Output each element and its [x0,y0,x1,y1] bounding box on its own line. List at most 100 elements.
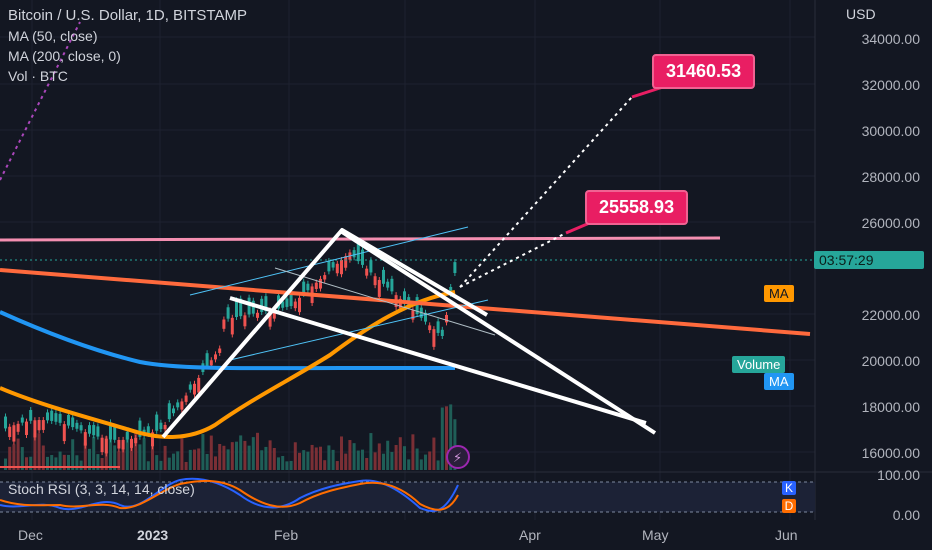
price-tick-label: 20000.00 [861,353,920,369]
channel-line-lower [229,299,489,361]
volume-bar [382,453,385,470]
volume-bar [29,456,33,470]
volume-bar [264,446,268,470]
volume-bar [235,441,238,470]
volume-bar [88,448,91,470]
volume-bar [188,449,192,470]
volume-bar [222,445,226,470]
volume-bar [323,460,327,470]
volume-bar [453,419,457,470]
volume-bar [25,457,28,470]
projection-high [459,96,633,288]
volume-bar [67,454,70,470]
volume-bar [16,438,20,470]
volume-bar [281,455,285,470]
volume-bar [285,461,289,470]
stoch-d-badge: D [782,499,796,513]
volume-bar [411,434,415,470]
volume-bar [193,449,196,470]
time-tick-label: Feb [274,527,299,543]
volume-bar [155,455,159,470]
volume-bar [167,457,171,470]
time-tick-label: Jun [775,527,798,543]
volume-bar [4,458,7,470]
target-high-label[interactable]: 31460.53 [652,54,756,89]
volume-bar [71,439,75,470]
volume-bar [8,446,12,470]
volume-bar [172,453,175,470]
volume-bar [58,451,62,470]
volume-bar [180,438,184,470]
volume-legend[interactable]: Vol · BTC [8,68,68,84]
volume-bar [373,452,377,470]
volume-bar [398,437,402,470]
resistance-line [0,268,811,336]
price-tick-label: 22000.00 [861,307,920,323]
countdown-tag: 03:57:29 [814,251,924,269]
volume-bar [226,449,230,470]
wedge-lower-line [229,296,647,425]
volume-bar [75,455,79,470]
volume-bar [377,443,381,470]
volume-bar [302,450,306,470]
volume-bar [365,457,369,470]
volume-bar [117,451,121,470]
chart-legend: Bitcoin / U.S. Dollar, 1D, BITSTAMP MA (… [8,6,247,86]
volume-bar [205,453,209,470]
volume-bar [403,446,406,470]
volume-bar [33,432,37,470]
flash-icon[interactable] [446,445,470,469]
volume-bar [386,440,390,470]
volume-bar [214,456,217,470]
volume-bar [142,438,146,470]
volume-bar [340,436,343,470]
volume-bar [331,449,335,470]
volume-bar [20,447,24,470]
price-tick-label: 32000.00 [861,77,920,93]
volume-bar [424,454,427,470]
price-tick-label: 16000.00 [861,445,920,461]
volume-bar [46,456,49,470]
volume-bar [272,447,276,470]
ma-price-tag: MA [764,285,794,302]
flash-icon-glyph: ⚡ [453,451,462,466]
volume-bar [432,437,436,470]
volume-bar [109,436,112,470]
wedge-inner-line [274,267,496,336]
price-tick-label: 18000.00 [861,399,920,415]
volume-bar [125,433,129,470]
volume-bar [83,442,87,470]
volume-bar [319,446,322,470]
volume-bar [352,443,356,470]
price-tick-label: 28000.00 [861,169,920,185]
volume-bar [163,445,167,470]
volume-bar [176,451,180,470]
volume-bar [121,441,125,470]
volume-bar [92,436,96,470]
volume-bar [159,460,163,470]
volume-bar [436,460,440,470]
volume-bar [415,448,419,470]
ma50-legend[interactable]: MA (50, close) [8,28,98,44]
time-tick-label: Apr [519,527,541,543]
volume-bar [277,457,280,470]
target-mid-label[interactable]: 25558.93 [585,190,689,225]
volume-bar [293,442,297,470]
stoch-axis-top: 100.00 [877,467,920,483]
volume-bar [134,432,138,470]
volume-bar [310,444,314,470]
volume-bar [335,461,339,470]
triangle-pattern [161,228,489,439]
channel-line-upper [189,226,469,296]
price-tick-label: 30000.00 [861,123,920,139]
ma-volume-tag: MA [764,373,794,390]
volume-bar [113,445,117,470]
volume-bar [100,458,104,470]
stoch-legend[interactable]: Stoch RSI (3, 3, 14, 14, close) [8,481,195,497]
volume-bar [390,451,394,470]
volume-bar [130,444,133,470]
symbol-title[interactable]: Bitcoin / U.S. Dollar, 1D, BITSTAMP [8,7,247,24]
ma200-legend[interactable]: MA (200, close, 0) [8,48,121,64]
